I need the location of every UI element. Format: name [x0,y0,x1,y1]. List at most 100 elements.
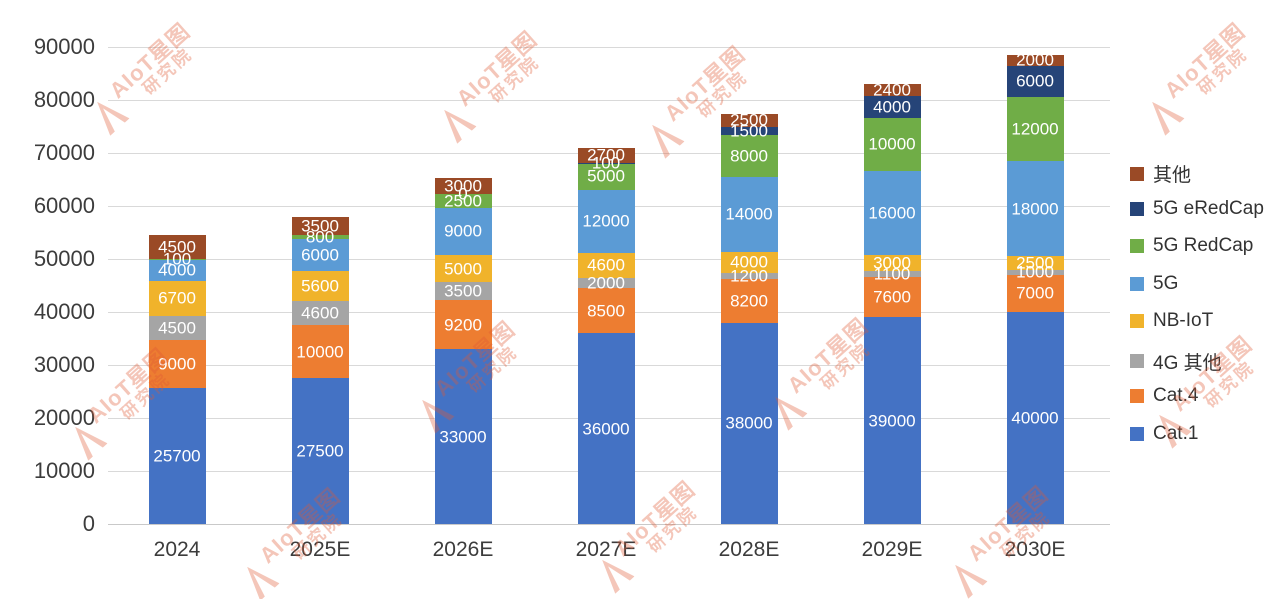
segment-4G 其他 [1006,269,1064,275]
segment-value: 18000 [1011,199,1059,219]
legend-item-其他: 其他 [1130,160,1191,187]
segment-value: 1000 [1016,262,1054,282]
segment-value: 4500 [158,237,196,257]
y-tick-label: 20000 [33,405,95,430]
legend-label: 其他 [1153,165,1192,186]
segment-Cat.1 [577,333,635,524]
segment-value: 5000 [587,166,625,186]
segment-NB-IoT [863,255,921,272]
y-tick-label: 90000 [33,34,95,59]
segment-4G 其他 [148,316,206,341]
segment-5G [577,189,635,254]
bar-2027E: 36000 8500 2000 4600 12000 5000 100 2700 [577,145,635,524]
y-tick-label: 80000 [33,87,95,112]
segment-Cat.4 [720,279,778,323]
segment-NB-IoT [720,251,778,273]
segment-value: 2000 [587,273,625,293]
legend-item-Cat.1: Cat.1 [1130,423,1198,445]
legend-swatch-icon [1130,389,1144,403]
x-tick-label: 2024 [153,538,201,561]
segment-其他 [863,83,921,97]
x-tick-label: 2025E [289,538,351,561]
segment-value: 16000 [868,203,916,223]
segment-value: 10000 [868,134,916,154]
segment-Cat.4 [291,325,349,379]
segment-value: 5000 [444,259,482,279]
segment-5G RedCap [720,135,778,178]
segment-4G 其他 [863,271,921,278]
legend-swatch-icon [1130,426,1144,441]
segment-5G [148,259,206,281]
segment-value: 12000 [582,211,630,231]
bar-2024: 25700 9000 4500 6700 4000 100 4500 [148,235,206,524]
segment-value: 8200 [730,291,768,311]
segment-5G eRedCap [577,162,635,164]
legend-label: 5G eRedCap [1153,197,1264,219]
segment-Cat.1 [720,322,778,524]
segment-value: 6700 [158,288,196,308]
segment-value: 3500 [301,216,339,236]
y-tick-label: 70000 [33,140,95,165]
y-tick-label: 50000 [33,246,95,271]
segment-NB-IoT [434,255,492,282]
segment-value: 4500 [158,318,196,338]
segment-5G RedCap [434,194,492,208]
segment-其他 [1006,54,1064,66]
segment-value: 2000 [1016,50,1054,70]
segment-value: 6000 [1016,71,1054,91]
segment-value: 9000 [158,354,196,374]
legend-swatch-icon [1130,314,1144,328]
segment-5G RedCap [148,259,206,260]
segment-value: 39000 [868,411,916,431]
legend-label: Cat.1 [1153,422,1199,444]
segment-value: 8000 [730,146,768,166]
gridline-90000 [108,47,1110,48]
segment-Cat.4 [434,300,492,350]
segment-value: 1200 [730,266,768,286]
segment-value: 1100 [873,264,911,284]
segment-Cat.4 [1006,274,1064,312]
segment-5G eRedCap [1006,65,1064,98]
legend-item-5G RedCap: 5G RedCap [1130,235,1253,257]
segment-value: 8500 [587,301,625,321]
segment-value: 2500 [444,191,482,211]
segment-value: 100 [591,153,621,173]
bar-2025E: 27500 10000 4600 5600 6000 800 3500 [291,216,349,524]
plot-area: 25700 9000 4500 6700 4000 100 4500 27500 10000 46… [108,47,1110,525]
y-tick-label: 10000 [33,458,95,483]
segment-value: 12000 [1011,119,1059,139]
legend-label: Cat.4 [1153,385,1199,406]
y-tick-label: 0 [82,511,95,536]
segment-5G RedCap [577,163,635,190]
segment-5G eRedCap [863,96,921,118]
segment-value: 4000 [873,97,911,117]
segment-NB-IoT [148,280,206,317]
x-tick-label: 2029E [861,538,923,561]
segment-5G RedCap [863,117,921,171]
segment-5G [434,207,492,256]
legend-label: 4G 其他 [1153,352,1222,374]
segment-value: 2500 [730,110,768,130]
segment-value: 100 [162,249,192,269]
legend-swatch-icon [1130,239,1144,253]
segment-5G [863,170,921,256]
segment-value: 4000 [158,260,196,280]
segment-NB-IoT [577,253,635,278]
segment-value: 2700 [587,145,625,165]
segment-Cat.4 [863,277,921,318]
segment-value: 9200 [444,315,482,335]
bar-2026E: 33000 9200 3500 5000 9000 2500 0 3000 [434,178,492,524]
segment-5G [1006,160,1064,257]
segment-Cat.1 [434,349,492,524]
legend-item-NB-IoT: NB-IoT [1130,310,1213,332]
segment-value: 3000 [873,253,911,273]
gridline-0 [108,524,1110,525]
segment-5G eRedCap [720,127,778,135]
legend-item-4G 其他: 4G 其他 [1130,348,1222,375]
segment-value: 800 [305,227,335,247]
segment-value: 4000 [730,252,768,272]
segment-value: 25700 [153,446,201,466]
segment-其他 [434,178,492,195]
segment-value: 40000 [1011,408,1059,428]
legend-swatch-icon [1130,166,1144,181]
